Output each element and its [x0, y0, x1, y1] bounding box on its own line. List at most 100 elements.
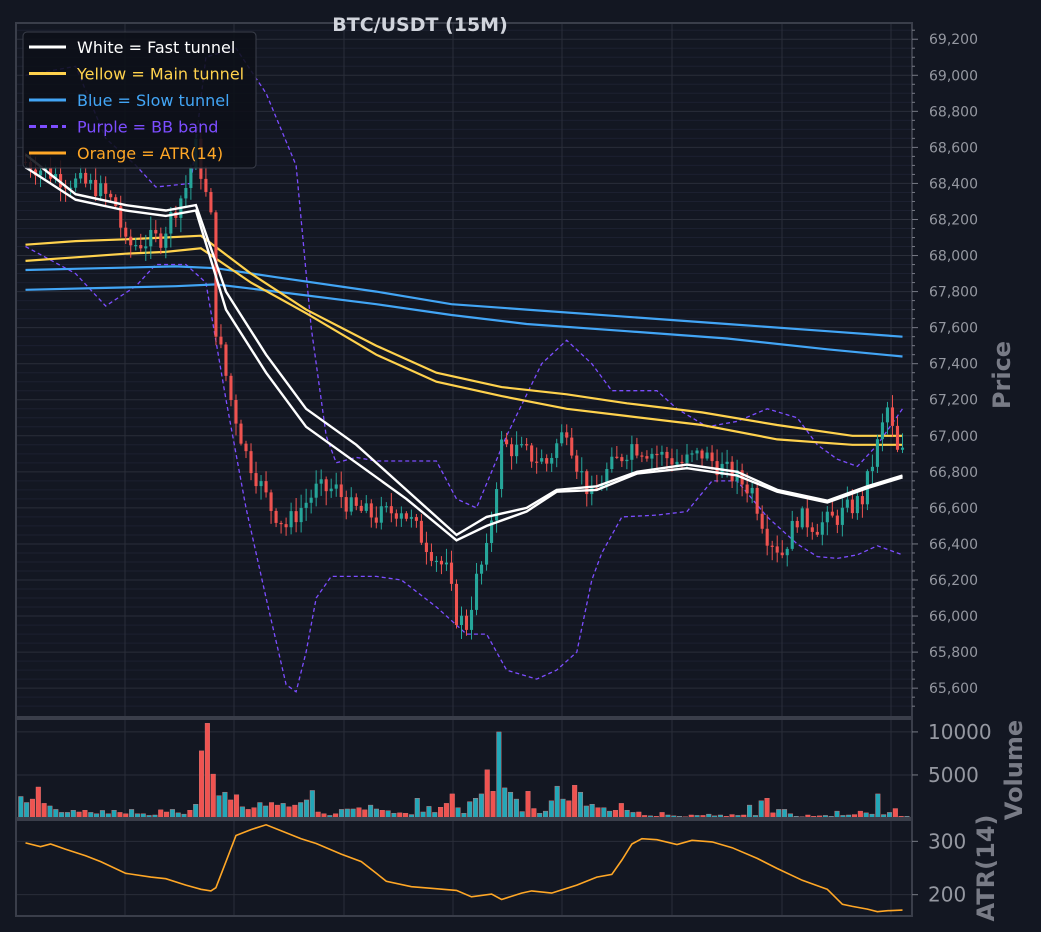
candle-body — [650, 453, 654, 459]
volume-bar — [385, 810, 391, 819]
volume-bar — [350, 808, 356, 819]
volume-bar — [268, 802, 275, 819]
volume-bar — [193, 804, 199, 819]
price-axis-label: Price — [988, 341, 1016, 409]
candle-body — [525, 444, 529, 446]
candle-body — [69, 187, 73, 189]
candle-body — [710, 452, 714, 462]
volume-bar — [280, 803, 286, 819]
candle-body — [670, 458, 674, 465]
volume-bar — [583, 805, 589, 819]
volume-bar — [747, 804, 753, 819]
candle-body — [515, 444, 519, 457]
volume-bar — [234, 794, 240, 819]
volume-bar — [210, 773, 216, 819]
volume-bar — [438, 807, 444, 819]
candle-body — [685, 454, 689, 463]
candle-body — [575, 455, 579, 472]
candle-body — [635, 444, 639, 456]
volume-bar — [764, 798, 770, 819]
fast-tunnel-lower — [24, 166, 903, 542]
price-tick-label: 69,200 — [929, 32, 978, 48]
price-panel — [23, 47, 905, 693]
volume-bar — [531, 808, 537, 819]
candle-body — [294, 511, 298, 523]
chart-title: BTC/USDT (15M) — [332, 14, 508, 36]
candle-body — [169, 212, 173, 234]
candle-body — [885, 407, 890, 423]
candle-body — [535, 461, 539, 463]
candle-body — [139, 245, 143, 249]
candle-body — [144, 246, 148, 249]
volume-bar — [216, 795, 222, 819]
candle-body — [840, 507, 844, 525]
candle-body — [490, 520, 494, 543]
candle-body — [379, 506, 383, 523]
panel-frame — [15, 819, 913, 917]
candle-body — [540, 458, 544, 462]
candle-body — [224, 344, 228, 376]
candle-body — [790, 520, 794, 549]
candle-body — [469, 609, 474, 630]
candle-body — [860, 496, 864, 505]
candle-body — [99, 183, 103, 197]
volume-bar — [496, 731, 502, 819]
volume-axis-label: Volume — [1000, 720, 1028, 820]
candle-body — [424, 542, 428, 553]
slow-tunnel-upper — [25, 265, 903, 338]
volume-bar — [554, 785, 560, 819]
volume-bar — [612, 810, 618, 819]
volume-bar — [857, 810, 863, 819]
price-grid — [16, 23, 912, 717]
volume-bar — [572, 785, 578, 819]
candle-body — [810, 527, 814, 532]
candle-body — [354, 497, 358, 506]
slow-tunnel-lower — [25, 283, 903, 358]
atr-axis-label: ATR(14) — [972, 815, 1000, 922]
candle-body — [510, 444, 514, 457]
volume-bar — [478, 793, 484, 819]
volume-bar — [601, 807, 607, 819]
candle-body — [319, 479, 323, 484]
candle-body — [94, 179, 98, 197]
legend-label: White = Fast tunnel — [77, 38, 235, 57]
candle-body — [770, 545, 774, 547]
volume-bar — [82, 810, 88, 819]
volume-bar — [566, 800, 572, 819]
atr-panel — [25, 823, 903, 913]
volume-bar — [41, 803, 47, 819]
volume-bar — [373, 808, 379, 819]
candle-body — [419, 520, 423, 543]
candle-body — [109, 193, 113, 198]
candle-body — [38, 170, 43, 176]
candle-body — [359, 505, 363, 511]
slow-tunnel — [25, 265, 903, 358]
candle-body — [289, 511, 293, 528]
price-tick-label: 68,000 — [929, 249, 978, 265]
candle-body — [775, 546, 779, 553]
volume-bar — [508, 791, 514, 819]
volume-bar — [187, 810, 193, 819]
volume-bar — [577, 791, 584, 819]
legend-label: Purple = BB band — [77, 118, 218, 137]
volume-axis: 5000 10000 — [912, 720, 992, 787]
candle-body — [449, 562, 454, 584]
fast-tunnel — [24, 153, 903, 542]
candle-body — [610, 456, 614, 470]
candle-body — [204, 178, 208, 192]
price-tick-label: 68,200 — [929, 212, 978, 228]
price-tick-label: 66,400 — [929, 537, 978, 553]
candle-body — [279, 522, 283, 525]
candle-body — [835, 515, 839, 525]
atr-tick-label: 300 — [928, 829, 966, 853]
price-tick-label: 68,800 — [929, 104, 978, 120]
candle-body — [284, 524, 288, 528]
volume-bar — [338, 809, 344, 819]
candle-body — [690, 453, 694, 455]
volume-bar — [455, 807, 461, 819]
candle-body — [299, 507, 303, 523]
candle-body — [900, 447, 905, 450]
candle-body — [820, 522, 824, 535]
candle-body — [339, 484, 343, 498]
volume-bar — [834, 810, 840, 819]
